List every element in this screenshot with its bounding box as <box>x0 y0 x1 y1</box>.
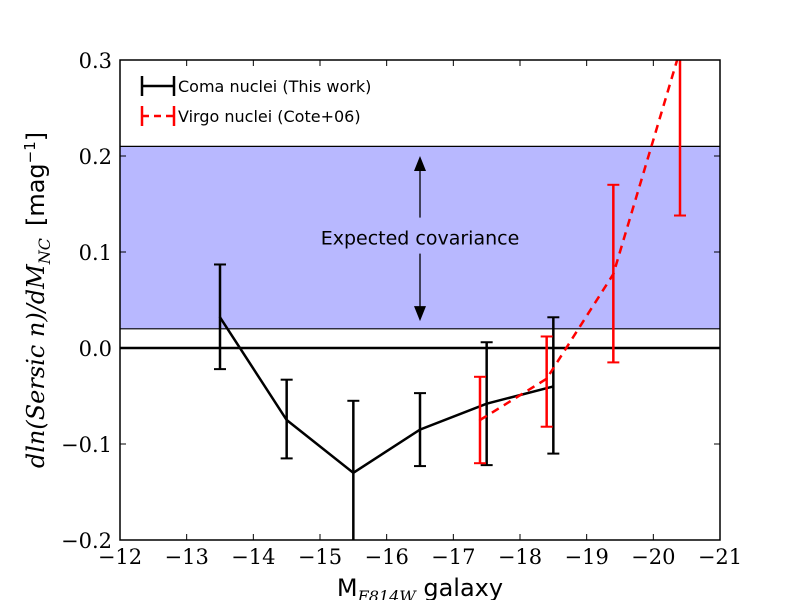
annotation-arrow-down-head <box>414 306 426 322</box>
x-tick-label: −12 <box>98 545 142 569</box>
y-tick-label: 0.1 <box>79 241 112 265</box>
annotation-text-bg <box>315 224 541 254</box>
data-point <box>218 316 222 319</box>
y-axis-label-math: dln(Sersic n)/dM <box>22 263 50 468</box>
y-axis-label-exp: −1 <box>21 141 39 163</box>
annotation-arrow-up-head <box>414 156 426 171</box>
tick-layer: −12 −13 −14 −15 −16 −17 −18 −19 −20 −21 −0.2 −0.1 0.… <box>61 49 742 569</box>
x-tick-label: −18 <box>498 545 542 569</box>
data-point <box>545 377 548 380</box>
y-tick-label: −0.1 <box>61 433 112 457</box>
x-tick-label: −16 <box>365 545 409 569</box>
x-tick-label: −21 <box>698 545 742 569</box>
x-axis-label: MF814W galaxy <box>337 574 503 600</box>
x-tick-label: −15 <box>298 545 342 569</box>
data-point <box>418 428 422 431</box>
legend: Coma nuclei (This work) Virgo nuclei (Co… <box>140 76 371 126</box>
legend-marker-coma <box>140 76 176 96</box>
data-point <box>352 471 355 474</box>
series-line <box>479 60 679 422</box>
x-tick-label: −19 <box>565 545 609 569</box>
y-tick-label: −0.2 <box>61 529 112 553</box>
data-point <box>552 385 555 388</box>
annotation-text: Expected covariance <box>321 228 520 250</box>
y-axis-label-sub: NC <box>35 238 54 265</box>
y-axis-label: dln(Sersic n)/dMNC [mag−1] <box>21 132 54 468</box>
x-tick-label: −17 <box>431 545 475 569</box>
annotation-layer: Expected covariance <box>315 156 541 322</box>
x-axis-label-sub: F814W <box>357 587 418 600</box>
series-layer <box>214 60 686 540</box>
x-tick-label: −20 <box>631 545 675 569</box>
plot-frame <box>119 59 721 541</box>
y-tick-label: 0.3 <box>79 49 112 73</box>
y-tick-label: 0.2 <box>79 145 112 169</box>
data-point <box>485 402 488 405</box>
y-axis-label-unit: [mag <box>22 163 50 226</box>
legend-label-virgo: Virgo nuclei (Cote+06) <box>178 107 361 126</box>
y-tick-label: 0.0 <box>79 337 112 361</box>
legend-label-coma: Coma nuclei (This work) <box>178 77 371 96</box>
x-tick-label: −13 <box>165 545 209 569</box>
data-point <box>285 418 288 422</box>
data-point <box>478 418 482 422</box>
series-virgo <box>474 60 686 465</box>
y-axis-label-close: ] <box>22 132 50 141</box>
x-tick-label: −14 <box>231 545 275 569</box>
x-axis-label-main: M <box>337 574 358 600</box>
series-line <box>218 316 554 475</box>
legend-marker-virgo <box>140 106 176 126</box>
data-point <box>612 272 615 276</box>
x-axis-label-rest: galaxy <box>416 574 503 600</box>
series-coma <box>214 263 560 540</box>
